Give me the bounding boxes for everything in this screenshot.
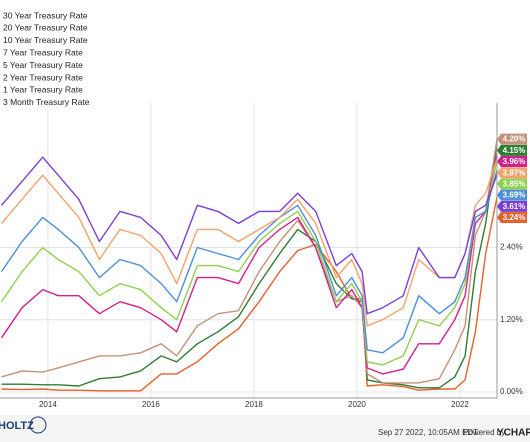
lines (0, 138, 498, 392)
value-tag (497, 167, 527, 179)
value-tag (497, 133, 527, 145)
series-line (0, 169, 498, 354)
series-line (0, 153, 498, 375)
series-line (1, 138, 498, 384)
series-line (0, 156, 498, 315)
value-tag (497, 178, 527, 190)
series-line (0, 160, 498, 366)
value-tag (497, 156, 527, 168)
legend-entry: 5 Year Treasury Rate (3, 60, 83, 70)
logo-mark (29, 416, 47, 434)
legend-entry: 30 Year Treasury Rate (3, 10, 88, 20)
value-label: 3.61% (503, 202, 526, 211)
x-tick-label: 2022 (451, 400, 469, 409)
value-tag (497, 212, 527, 224)
value-label: 3.85% (503, 180, 526, 189)
timestamp: Sep 27 2022, 10:05AM EDT. (378, 428, 479, 437)
legend-entry: 2 Year Treasury Rate (3, 72, 83, 82)
x-tick-label: 2016 (142, 400, 160, 409)
legend-entry: 3 Month Treasury Rate (3, 97, 90, 107)
legend-entry: 1 Year Treasury Rate (3, 85, 83, 95)
value-tag (497, 200, 527, 212)
powered-by: Powered by (463, 428, 505, 437)
y-tick-label: 2.40% (500, 243, 523, 252)
brand: YCHARTS (497, 428, 530, 439)
value-label: 3.24% (503, 213, 526, 222)
legend-entry: 20 Year Treasury Rate (3, 23, 88, 33)
series-line (1, 196, 498, 392)
value-label: 3.87% (503, 168, 526, 177)
footer-bar (0, 415, 530, 442)
x-tick-label: 2014 (39, 400, 57, 409)
logo: HOLTZ (0, 420, 34, 432)
y-tick-label: 1.20% (500, 315, 523, 324)
legend-entry: 7 Year Treasury Rate (3, 47, 83, 57)
series-line (1, 142, 498, 389)
x-tick-label: 2018 (245, 400, 263, 409)
value-tag (497, 144, 527, 156)
value-tag (497, 189, 527, 201)
value-label: 4.20% (503, 135, 526, 144)
legend-entry: 10 Year Treasury Rate (3, 35, 88, 45)
x-tick-label: 2020 (348, 400, 366, 409)
value-label: 3.96% (503, 157, 526, 166)
value-label: 3.69% (503, 191, 526, 200)
y-tick-label: 0.00% (500, 387, 523, 396)
labels: 4.20% 4.15% 3.96% 3.87% 3.85% 3.69% 3.61% 3.24% (497, 133, 527, 224)
value-label: 4.15% (503, 146, 526, 155)
